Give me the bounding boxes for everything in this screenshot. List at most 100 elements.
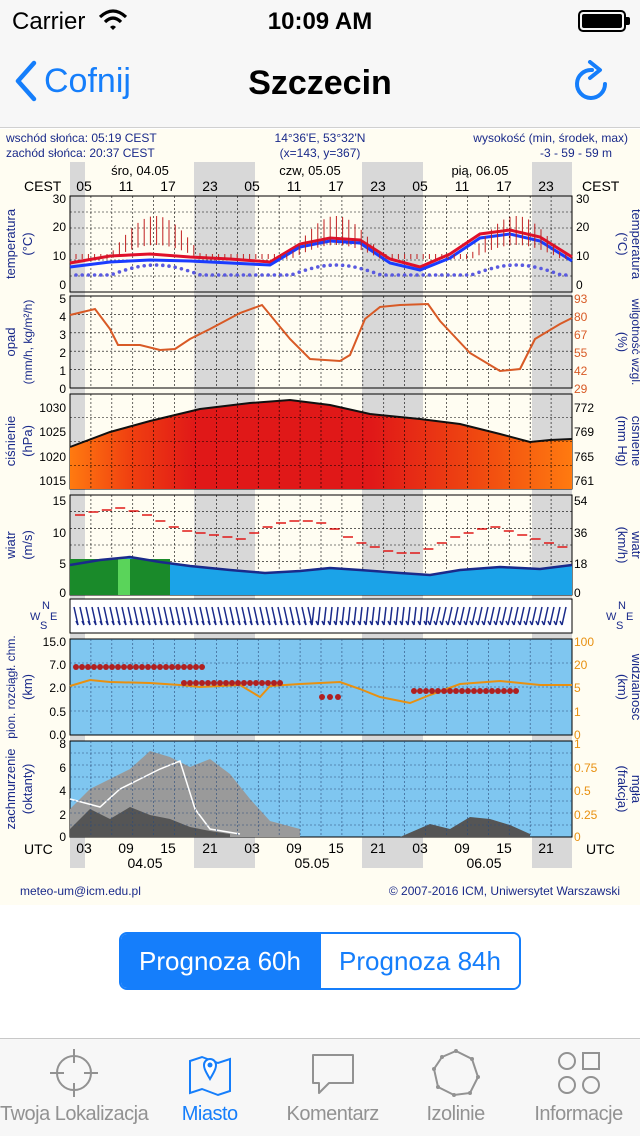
wind-arrow: [549, 606, 555, 626]
pressure-panel: 1030 1025 1020 1015 772 769 765 761 ciśn…: [3, 393, 640, 490]
ground-temp-dot: [526, 264, 531, 268]
ground-temp-dot: [384, 273, 388, 277]
segment-60h[interactable]: Prognoza 60h: [121, 934, 319, 988]
wind-arrow: [489, 606, 495, 626]
cloud-extent-dot: [181, 664, 187, 670]
wind-arrow: [543, 606, 549, 626]
precip-tick-1: 1: [59, 364, 66, 378]
svg-text:E: E: [626, 611, 633, 623]
temp-tick-r-20: 20: [576, 220, 590, 234]
ground-temp-dots: [74, 263, 568, 277]
carrier-label: Carrier: [12, 8, 86, 35]
vis-tick-0: 0: [574, 728, 581, 742]
wind-arrow: [311, 606, 315, 626]
tab-miasto[interactable]: Miasto: [148, 1039, 271, 1136]
tab-label: Miasto: [181, 1103, 238, 1125]
wind-tick-18: 18: [574, 557, 588, 571]
ground-temp-dot: [216, 273, 221, 277]
fog-tick-0.5: 0.5: [574, 784, 591, 798]
ground-temp-dot: [260, 273, 264, 277]
ground-temp-dot: [427, 273, 432, 277]
cloud-extent-dot: [265, 680, 271, 686]
hour-label-bottom: 03: [76, 840, 92, 856]
ground-temp-dot: [533, 265, 537, 269]
cloud-extent-dot: [121, 664, 127, 670]
utc-label-left: UTC: [24, 841, 53, 857]
cloud-extent-dot: [429, 688, 435, 694]
low-cloud-area: [400, 817, 530, 837]
ground-temp-dot: [378, 272, 382, 277]
refresh-button[interactable]: [572, 60, 612, 111]
wind-arrow: [323, 606, 327, 626]
wind-grid: [70, 495, 572, 595]
tab-twoja-lokalizacja[interactable]: Twoja Lokalizacja: [0, 1039, 149, 1136]
svg-text:N: N: [618, 600, 626, 612]
speech-bubble-icon: [311, 1054, 354, 1094]
tab-label: Izolinie: [426, 1103, 485, 1125]
tab-informacje[interactable]: Informacje: [517, 1039, 640, 1136]
cover-tick-6: 6: [59, 761, 66, 775]
wind-arrow: [525, 606, 531, 626]
ground-temp-dot: [334, 263, 339, 267]
cloud-axis-label: pion. rozciągł. chm.: [4, 635, 18, 738]
wind-arrow: [353, 606, 357, 626]
back-label: Cofnij: [44, 61, 131, 100]
wind-arrow: [465, 606, 471, 626]
wind-arrow: [395, 606, 399, 626]
temp-tick-r-30: 30: [576, 192, 590, 206]
precip-tick-2: 2: [59, 346, 66, 360]
ground-temp-dot: [409, 273, 413, 277]
cloud-extent-dot: [151, 664, 157, 670]
hour-label-top: 11: [455, 178, 470, 194]
wind-tick-36: 36: [574, 526, 588, 540]
ground-temp-dot: [458, 273, 463, 277]
cloud-extent-dot: [417, 688, 423, 694]
ground-temp-dot: [117, 270, 122, 274]
back-button[interactable]: Cofnij: [14, 60, 131, 102]
wind-arrow: [371, 606, 375, 626]
ground-temp-dot: [210, 273, 215, 277]
ground-temp-dot: [508, 263, 512, 268]
ground-temp-dot: [167, 264, 171, 268]
temp-tick-10: 10: [53, 249, 67, 263]
press-tick-765: 765: [574, 450, 594, 464]
precip-axis-unit: (mm/h, kg/m²/h): [21, 300, 35, 385]
grid-coords-text: (x=143, y=367): [280, 146, 361, 160]
ground-temp-dot: [464, 273, 469, 277]
hour-label-bottom: 09: [454, 840, 470, 856]
wind-arrow: [425, 606, 429, 626]
wind-gust-marks: [75, 507, 568, 554]
fog-tick-0.75: 0.75: [574, 761, 598, 775]
precip-tick-5: 5: [59, 292, 66, 306]
segment-84h[interactable]: Prognoza 84h: [319, 934, 519, 988]
humid-tick-42: 42: [574, 364, 588, 378]
precip-tick-0: 0: [59, 382, 66, 396]
press-tick-1025: 1025: [39, 425, 66, 439]
cloud-tick-15: 15.0: [43, 635, 67, 649]
tab-izolinie[interactable]: Izolinie: [394, 1039, 517, 1136]
ground-temp-dot: [433, 273, 438, 277]
isoline-icon: [431, 1049, 480, 1097]
wind-arrow: [407, 606, 411, 626]
elevation-label: wysokość (min, środek, max): [472, 131, 628, 145]
ground-temp-dot: [241, 273, 246, 277]
cloud-extent-dot: [139, 664, 145, 670]
wind-tick-54: 54: [574, 494, 588, 508]
wind-speed-line: [69, 555, 573, 577]
cloud-extent-dots: [73, 664, 519, 700]
press-tick-772: 772: [574, 401, 594, 415]
ground-temp-dot: [471, 272, 475, 277]
wind-arrow: [447, 606, 453, 626]
tab-komentarz[interactable]: Komentarz: [271, 1039, 394, 1136]
wind-arrow: [389, 606, 393, 626]
cover-axis-unit: (oktanty): [20, 764, 35, 815]
wind-arrow: [531, 606, 537, 626]
ground-temp-dot: [111, 272, 115, 276]
press-tick-1030: 1030: [39, 401, 66, 415]
fog-tick-0: 0: [574, 830, 581, 844]
crosshair-icon: [50, 1049, 99, 1097]
cloud-extent-dot: [435, 688, 441, 694]
wind-arrow: [329, 606, 333, 626]
press-axis-label: ciśnienie: [3, 416, 18, 467]
humidity-line: [69, 302, 573, 373]
